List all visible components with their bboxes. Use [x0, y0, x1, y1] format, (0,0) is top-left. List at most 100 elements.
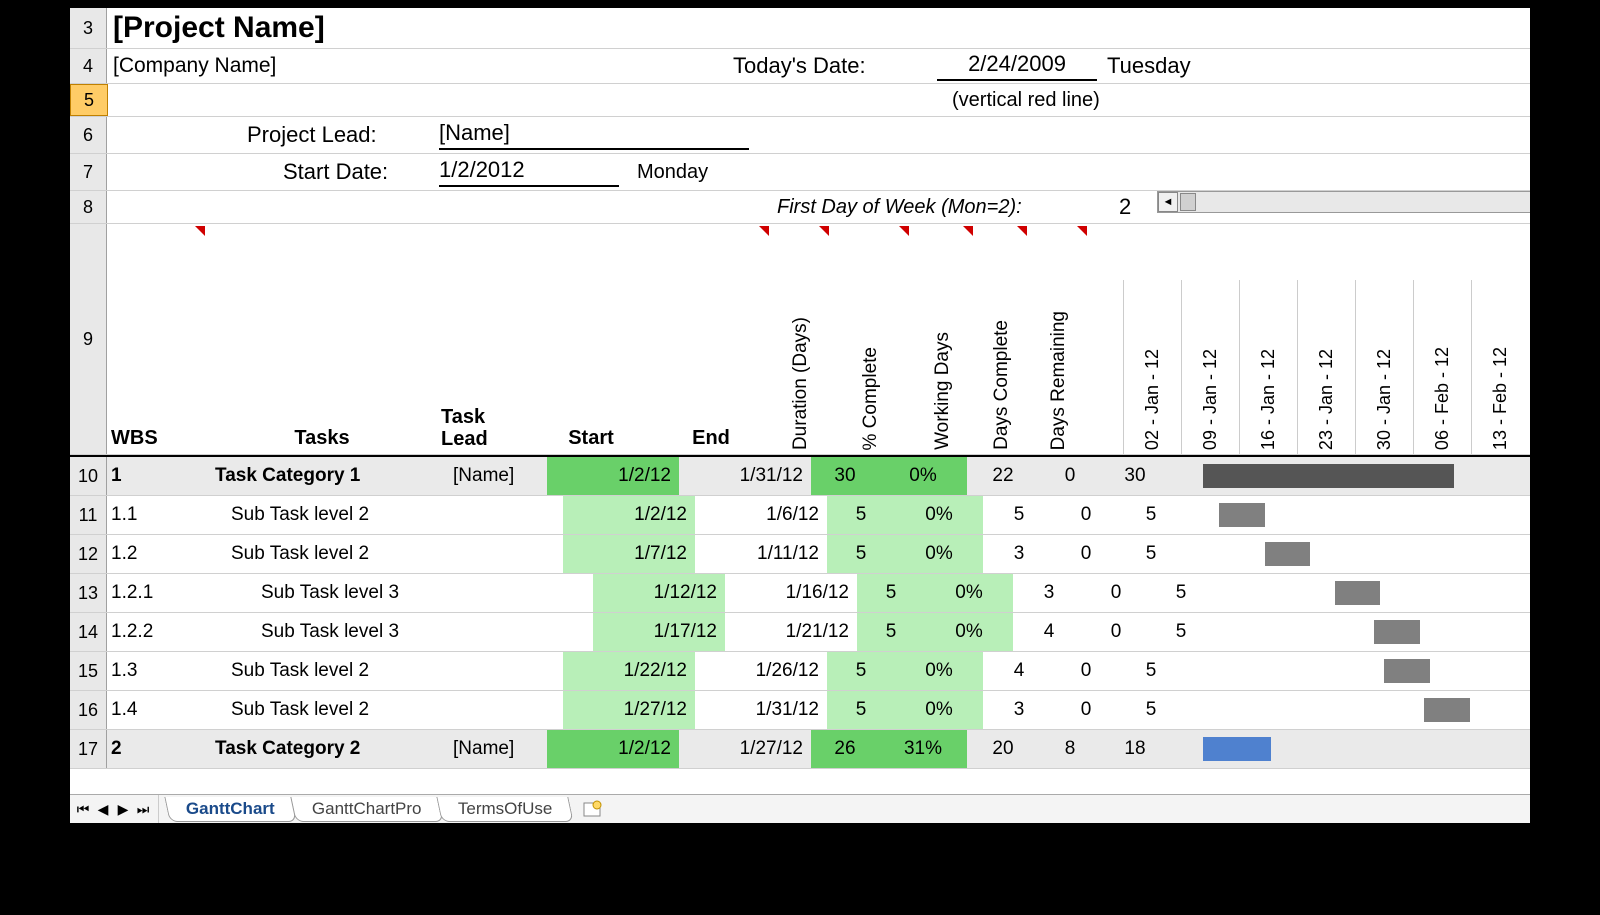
- column-header-pct[interactable]: % Complete: [831, 224, 911, 454]
- cell-dr[interactable]: 5: [1117, 535, 1185, 573]
- sheet-nav-last-icon[interactable]: ⏭: [134, 801, 152, 818]
- gantt-bar[interactable]: [1265, 542, 1311, 566]
- cell-dc[interactable]: 0: [1039, 457, 1101, 495]
- cell-lead[interactable]: [465, 496, 563, 534]
- gantt-bar[interactable]: [1335, 581, 1381, 605]
- cell-wbs[interactable]: 1.1: [107, 496, 211, 534]
- cell-start[interactable]: 1/22/12: [563, 652, 695, 690]
- column-header-end[interactable]: End: [651, 224, 771, 454]
- cell-lead[interactable]: [495, 574, 593, 612]
- cell-wd[interactable]: 20: [967, 730, 1039, 768]
- task-row[interactable]: 131.2.1Sub Task level 31/12/121/16/1250%…: [70, 574, 1530, 613]
- cell-start[interactable]: 1/2/12: [563, 496, 695, 534]
- sheet-nav-first-icon[interactable]: ⏮: [74, 801, 92, 818]
- task-row[interactable]: 111.1Sub Task level 21/2/121/6/1250%505: [70, 496, 1530, 535]
- gantt-week-header[interactable]: 30 - Jan - 12: [1355, 280, 1413, 454]
- cell-start[interactable]: 1/27/12: [563, 691, 695, 729]
- cell-lead[interactable]: [465, 535, 563, 573]
- project-title[interactable]: [Project Name]: [113, 11, 325, 45]
- cell-wbs[interactable]: 1.4: [107, 691, 211, 729]
- cell-dur[interactable]: 5: [827, 496, 895, 534]
- cell-end[interactable]: 1/27/12: [679, 730, 811, 768]
- cell-pct[interactable]: 31%: [879, 730, 967, 768]
- column-header-dur[interactable]: Duration (Days): [771, 224, 831, 454]
- row-header-6[interactable]: 6: [70, 117, 107, 153]
- cell-dr[interactable]: 5: [1117, 652, 1185, 690]
- task-row[interactable]: 151.3Sub Task level 21/22/121/26/1250%40…: [70, 652, 1530, 691]
- cell-end[interactable]: 1/21/12: [725, 613, 857, 651]
- cell-end[interactable]: 1/31/12: [695, 691, 827, 729]
- new-sheet-button[interactable]: [581, 799, 607, 819]
- today-date-value[interactable]: 2/24/2009: [937, 51, 1097, 81]
- column-header-start[interactable]: Start: [531, 224, 651, 454]
- gantt-week-header[interactable]: 13 - Feb - 12: [1471, 280, 1529, 454]
- cell-start[interactable]: 1/2/12: [547, 457, 679, 495]
- company-name[interactable]: [Company Name]: [113, 54, 276, 78]
- cell-pct[interactable]: 0%: [925, 574, 1013, 612]
- cell-end[interactable]: 1/16/12: [725, 574, 857, 612]
- gantt-week-header[interactable]: 09 - Jan - 12: [1181, 280, 1239, 454]
- row-header-10[interactable]: 10: [70, 457, 107, 495]
- column-header-wd[interactable]: Working Days: [911, 224, 975, 454]
- cell-dr[interactable]: 5: [1117, 691, 1185, 729]
- category-row[interactable]: 101Task Category 1[Name]1/2/121/31/12300…: [70, 455, 1530, 496]
- cell-end[interactable]: 1/26/12: [695, 652, 827, 690]
- cell-pct[interactable]: 0%: [895, 652, 983, 690]
- cell-dc[interactable]: 0: [1085, 613, 1147, 651]
- row-header-13[interactable]: 13: [70, 574, 107, 612]
- cell-wd[interactable]: 3: [983, 691, 1055, 729]
- gantt-week-header[interactable]: 06 - Feb - 12: [1413, 280, 1471, 454]
- gantt-bar[interactable]: [1424, 698, 1470, 722]
- cell-lead[interactable]: [465, 652, 563, 690]
- cell-dr[interactable]: 5: [1147, 613, 1215, 651]
- cell-wbs[interactable]: 1.2.1: [107, 574, 211, 612]
- task-row[interactable]: 161.4Sub Task level 21/27/121/31/1250%30…: [70, 691, 1530, 730]
- gantt-bar[interactable]: [1219, 503, 1265, 527]
- gantt-scroll-left-button[interactable]: ◄: [1158, 192, 1178, 212]
- sheet-tab-termsofuse[interactable]: TermsOfUse: [437, 797, 575, 822]
- gantt-week-header[interactable]: 23 - Jan - 12: [1297, 280, 1355, 454]
- cell-start[interactable]: 1/7/12: [563, 535, 695, 573]
- cell-dur[interactable]: 5: [857, 613, 925, 651]
- cell-wbs[interactable]: 1.2: [107, 535, 211, 573]
- row-header-16[interactable]: 16: [70, 691, 107, 729]
- cell-dr[interactable]: 5: [1147, 574, 1215, 612]
- cell-wd[interactable]: 4: [1013, 613, 1085, 651]
- cell-pct[interactable]: 0%: [925, 613, 1013, 651]
- gantt-horizontal-scrollbar[interactable]: ◄: [1157, 191, 1534, 213]
- cell-lead[interactable]: [Name]: [449, 730, 547, 768]
- gantt-bar[interactable]: [1203, 737, 1271, 761]
- cell-wbs[interactable]: 1: [107, 457, 211, 495]
- cell-wbs[interactable]: 2: [107, 730, 211, 768]
- row-header-11[interactable]: 11: [70, 496, 107, 534]
- row-header-5[interactable]: 5: [70, 84, 108, 116]
- project-lead-value[interactable]: [Name]: [439, 120, 749, 150]
- cell-wd[interactable]: 22: [967, 457, 1039, 495]
- cell-wbs[interactable]: 1.2.2: [107, 613, 211, 651]
- cell-task[interactable]: Sub Task level 2: [211, 691, 465, 729]
- column-header-lead[interactable]: TaskLead: [437, 224, 531, 454]
- cell-dur[interactable]: 30: [811, 457, 879, 495]
- cell-end[interactable]: 1/31/12: [679, 457, 811, 495]
- row-header-3[interactable]: 3: [70, 8, 107, 48]
- cell-start[interactable]: 1/2/12: [547, 730, 679, 768]
- cell-dr[interactable]: 5: [1117, 496, 1185, 534]
- sheet-nav-next-icon[interactable]: ▶: [114, 801, 132, 818]
- cell-wd[interactable]: 3: [983, 535, 1055, 573]
- cell-lead[interactable]: [465, 691, 563, 729]
- cell-dc[interactable]: 0: [1055, 535, 1117, 573]
- gantt-week-header[interactable]: 02 - Jan - 12: [1123, 280, 1181, 454]
- column-header-tasks[interactable]: Tasks: [207, 224, 437, 454]
- cell-dur[interactable]: 26: [811, 730, 879, 768]
- cell-dr[interactable]: 30: [1101, 457, 1169, 495]
- sheet-tab-ganttchartpro[interactable]: GanttChartPro: [290, 797, 443, 822]
- start-date-value[interactable]: 1/2/2012: [439, 157, 619, 187]
- cell-task[interactable]: Sub Task level 2: [211, 496, 465, 534]
- cell-task[interactable]: Task Category 2: [211, 730, 449, 768]
- cell-lead[interactable]: [495, 613, 593, 651]
- cell-task[interactable]: Sub Task level 2: [211, 652, 465, 690]
- cell-dc[interactable]: 0: [1055, 691, 1117, 729]
- cell-dur[interactable]: 5: [827, 652, 895, 690]
- column-header-dr[interactable]: Days Remaining: [1029, 224, 1089, 454]
- task-row[interactable]: 121.2Sub Task level 21/7/121/11/1250%305: [70, 535, 1530, 574]
